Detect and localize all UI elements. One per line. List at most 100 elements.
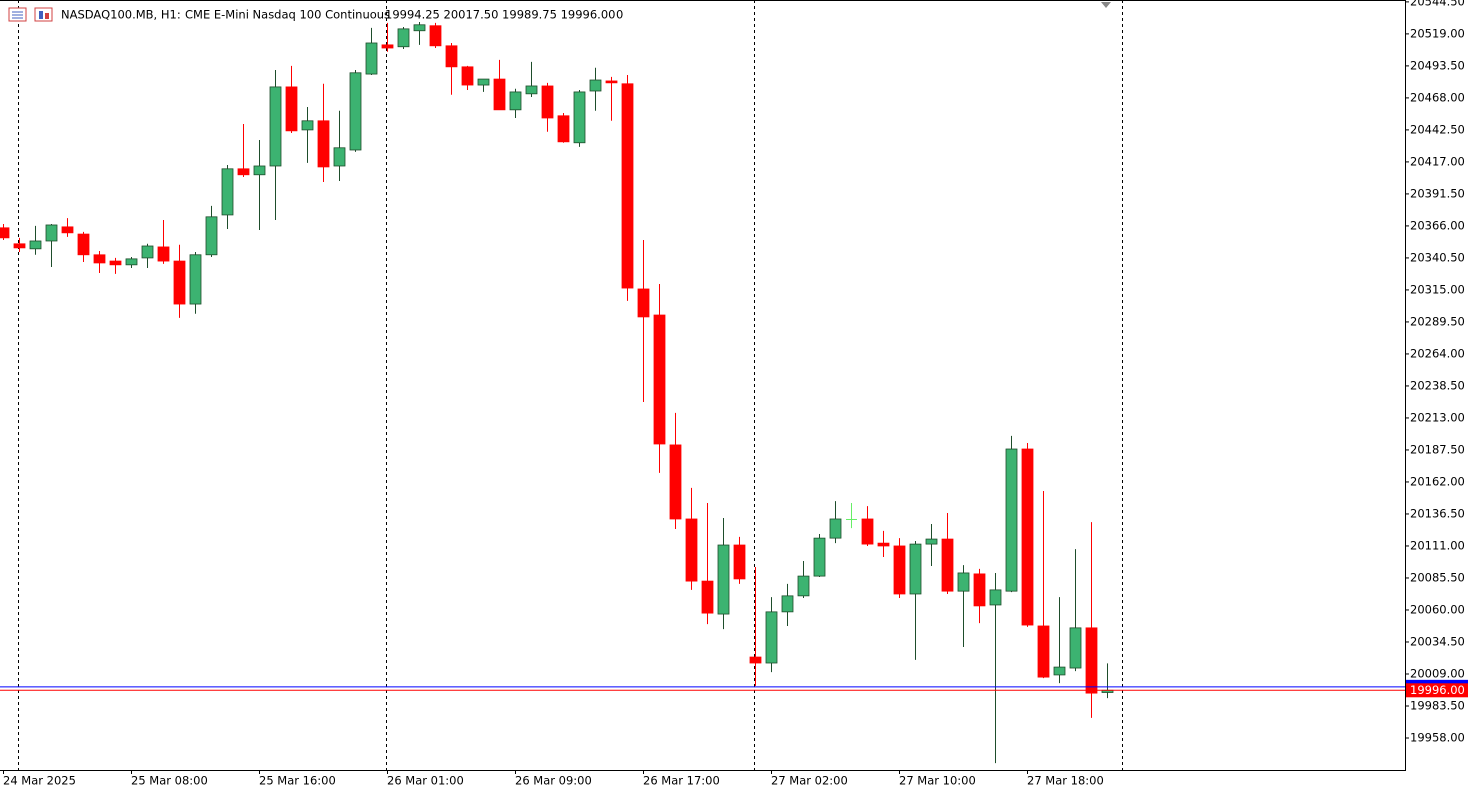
y-tick-label: 20085.50: [1410, 570, 1465, 584]
y-tick-label: 20034.50: [1410, 634, 1465, 648]
candle-body: [29, 240, 42, 250]
candle-body: [685, 518, 698, 582]
candle-body: [413, 24, 426, 32]
x-tick-label: 27 Mar 18:00: [1027, 774, 1104, 788]
candle-body: [909, 543, 922, 595]
y-tick-label: 20162.00: [1410, 474, 1465, 488]
y-tick-label: 20417.00: [1410, 154, 1465, 168]
candle-body: [846, 518, 857, 520]
candle-body: [525, 85, 538, 95]
candle-body: [253, 165, 266, 176]
y-tick-label: 20391.50: [1410, 186, 1465, 200]
y-tick-label: 20238.50: [1410, 378, 1465, 392]
candle-body: [749, 656, 762, 664]
candle-body: [701, 580, 714, 614]
candle-body: [157, 246, 170, 262]
symbol-label: NASDAQ100.MB, H1:: [61, 8, 181, 22]
description-label: CME E-Mini Nasdaq 100 Continuous: [185, 8, 390, 22]
candle-body: [781, 595, 794, 613]
candle-body: [301, 120, 314, 131]
candle-body: [733, 544, 746, 580]
candle-body: [653, 314, 666, 445]
candle-body: [461, 66, 474, 86]
candle-body: [13, 243, 26, 249]
x-tick-label: 25 Mar 16:00: [259, 774, 336, 788]
y-tick-label: 20544.50: [1410, 0, 1465, 8]
y-tick-label: 20315.00: [1410, 282, 1465, 296]
candle-body: [765, 611, 778, 664]
candles: [0, 21, 1114, 764]
candle-body: [573, 91, 586, 144]
y-tick-label: 20468.00: [1410, 90, 1465, 104]
candle-body: [61, 226, 74, 234]
candle-body: [861, 518, 874, 545]
candle-body: [205, 216, 218, 256]
candle-body: [989, 589, 1002, 606]
candle-body: [829, 518, 842, 539]
candle-body: [349, 72, 362, 151]
bid-box: [1406, 683, 1468, 698]
candle-body: [45, 224, 58, 242]
y-tick-label: 20340.50: [1410, 250, 1465, 264]
candle-body: [621, 83, 634, 289]
icon-bar: [45, 13, 49, 19]
candle-body: [509, 91, 522, 111]
y-tick-label: 20493.50: [1410, 58, 1465, 72]
x-tick-label: 27 Mar 02:00: [771, 774, 848, 788]
candle-body: [813, 537, 826, 577]
candle-body: [797, 575, 810, 597]
candle-body: [0, 227, 10, 239]
candle-body: [973, 573, 986, 607]
candle-body: [1005, 448, 1018, 592]
candle-body: [445, 45, 458, 68]
y-tick-label: 20136.50: [1410, 506, 1465, 520]
x-tick-label: 25 Mar 08:00: [131, 774, 208, 788]
candle-body: [541, 85, 554, 119]
chart-shift-marker: [1101, 2, 1111, 8]
x-tick-label: 26 Mar 09:00: [515, 774, 592, 788]
icon-bar: [39, 11, 43, 19]
y-tick-label: 20009.00: [1410, 666, 1465, 680]
candle-body: [173, 260, 186, 305]
candle-body: [141, 245, 154, 259]
icon-chart: [34, 7, 53, 22]
candle-body: [637, 288, 650, 318]
ohlc-label: 19994.25 20017.50 19989.75 19996.00: [385, 8, 615, 22]
candle-body: [669, 444, 682, 520]
y-tick-label: 20366.00: [1410, 218, 1465, 232]
candle-body: [1037, 625, 1050, 678]
candle-body: [397, 28, 410, 48]
y-tick-label: 20442.50: [1410, 122, 1465, 136]
candle-body: [317, 120, 330, 168]
candle-body: [189, 254, 202, 305]
candle-body: [365, 42, 378, 75]
candle-body: [557, 115, 570, 143]
y-tick-label: 20111.00: [1410, 538, 1465, 552]
candle-body: [381, 44, 394, 49]
y-tick-label: 20213.00: [1410, 410, 1465, 424]
candle-body: [957, 572, 970, 592]
header-icons: [8, 7, 53, 22]
candle-body: [1021, 448, 1034, 626]
candle-body: [333, 147, 346, 167]
candle-body: [589, 79, 602, 92]
candle-body: [1069, 627, 1082, 669]
candle-body: [285, 86, 298, 132]
candle-body: [1053, 666, 1066, 676]
candle-body: [429, 25, 442, 47]
candle-body: [221, 168, 234, 216]
candle-body: [269, 86, 282, 167]
y-tick-label: 20187.50: [1410, 442, 1465, 456]
candle-body: [109, 260, 122, 266]
bid-label: 19996.00: [1410, 683, 1465, 697]
y-tick-label: 19983.50: [1410, 698, 1465, 712]
y-tick-label: 19958.00: [1410, 730, 1465, 744]
candle-body: [605, 80, 618, 84]
candle-body: [877, 542, 890, 547]
x-tick-label: 24 Mar 2025: [3, 774, 76, 788]
candle-body: [893, 545, 906, 595]
candle-body: [237, 168, 250, 176]
